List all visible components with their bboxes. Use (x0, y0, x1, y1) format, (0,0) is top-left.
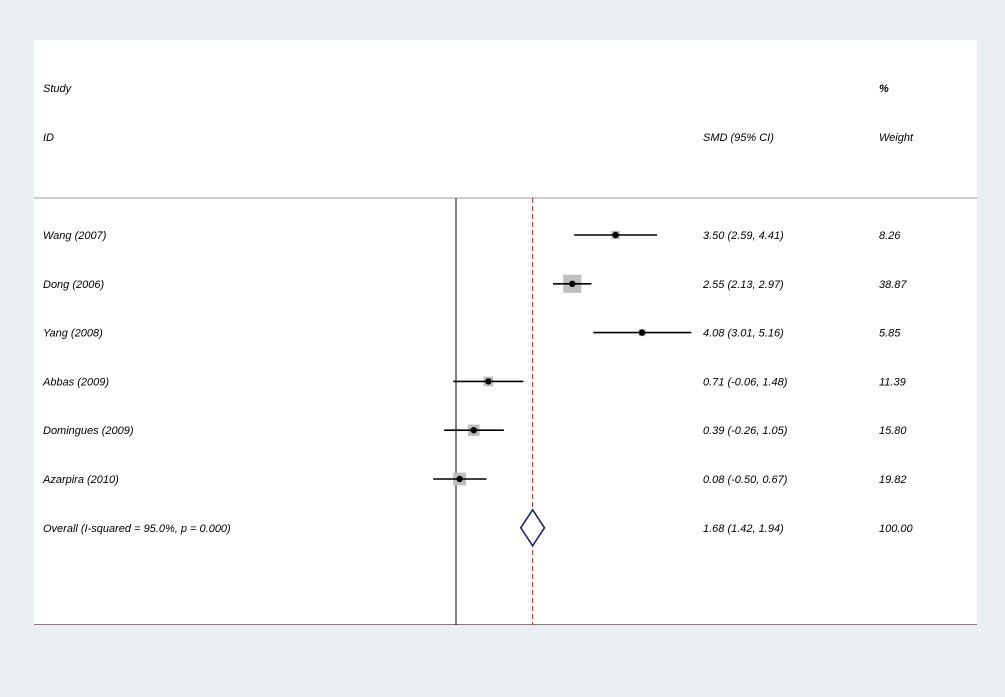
study-label: Abbas (2009) (42, 376, 109, 388)
study-row: Azarpira (2010) 0.08 (-0.50, 0.67) 19.82 (42, 472, 907, 486)
study-weight: 38.87 (879, 279, 907, 291)
study-label: Yang (2008) (43, 328, 103, 340)
overall-label: Overall (I-squared = 95.0%, p = 0.000) (43, 523, 231, 535)
point-estimate (569, 280, 576, 287)
overall-diamond (519, 508, 546, 548)
study-ci: 2.55 (2.13, 2.97) (702, 279, 784, 291)
study-label: Azarpira (2010) (42, 474, 119, 486)
point-estimate (485, 378, 492, 385)
header-weight: Weight (879, 132, 914, 144)
header-id: ID (43, 132, 54, 144)
point-estimate (638, 329, 646, 336)
study-row: Domingues (2009) 0.39 (-0.26, 1.05) 15.80 (43, 424, 907, 437)
study-weight: 11.39 (879, 376, 906, 388)
header-smd: SMD (95% CI) (703, 132, 774, 144)
study-ci: 0.39 (-0.26, 1.05) (703, 425, 788, 437)
study-label: Wang (2007) (43, 230, 107, 242)
forest-plot-panel: Study ID SMD (95% CI) % Weight Wang (200… (34, 40, 977, 625)
study-label: Domingues (2009) (43, 425, 134, 437)
study-ci: 0.08 (-0.50, 0.67) (703, 474, 788, 486)
study-weight: 15.80 (879, 425, 907, 437)
study-row: Abbas (2009) 0.71 (-0.06, 1.48) 11.39 (42, 376, 906, 388)
study-rows: Wang (2007) 3.50 (2.59, 4.41) 8.26 Dong (20… (42, 230, 914, 548)
header-percent: % (879, 83, 889, 95)
study-ci: 0.71 (-0.06, 1.48) (703, 376, 788, 388)
study-row: Dong (2006) 2.55 (2.13, 2.97) 38.87 (43, 274, 907, 293)
study-weight: 8.26 (879, 230, 901, 242)
header-study: Study (43, 83, 73, 95)
point-estimate (612, 231, 619, 239)
study-ci: 4.08 (3.01, 5.16) (703, 328, 784, 340)
study-ci: 3.50 (2.59, 4.41) (703, 230, 784, 242)
overall-weight: 100.00 (879, 523, 914, 535)
study-label: Dong (2006) (43, 279, 104, 291)
study-weight: 19.82 (879, 474, 907, 486)
overall-ci: 1.68 (1.42, 1.94) (703, 523, 784, 535)
point-estimate (470, 427, 477, 434)
point-estimate (456, 475, 463, 483)
overall-row: Overall (I-squared = 95.0%, p = 0.000) 1.… (43, 508, 914, 548)
forest-plot: Study ID SMD (95% CI) % Weight Wang (200… (34, 83, 977, 625)
study-row: Wang (2007) 3.50 (2.59, 4.41) 8.26 (43, 230, 901, 242)
study-row: Yang (2008) 4.08 (3.01, 5.16) 5.85 (43, 328, 901, 340)
study-weight: 5.85 (879, 328, 901, 340)
